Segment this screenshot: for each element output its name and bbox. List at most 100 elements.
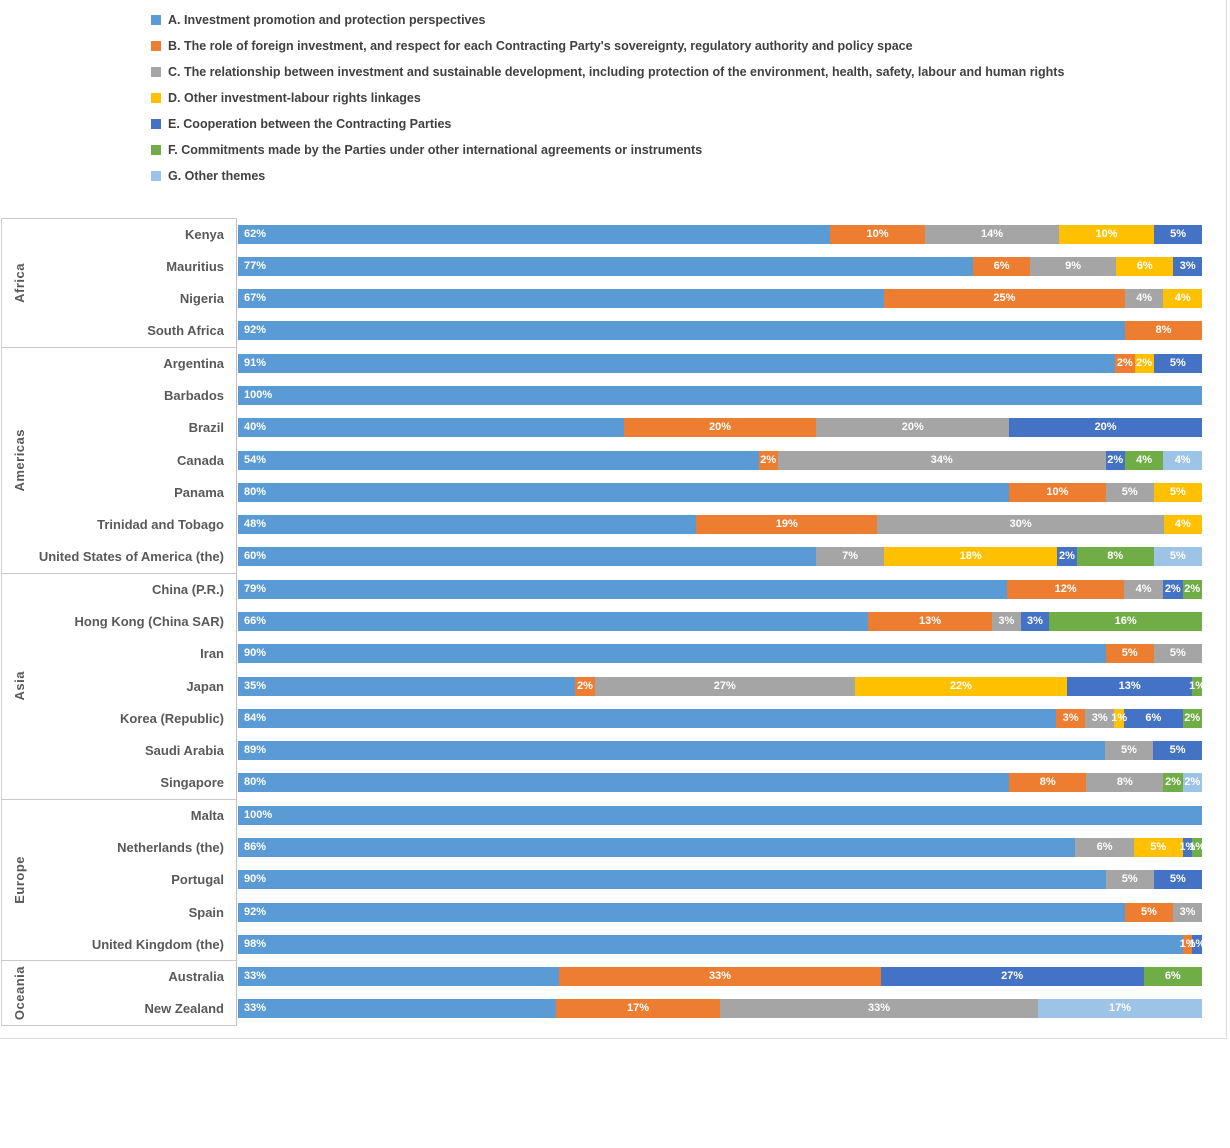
bar-segment-value: 34% (930, 453, 953, 466)
bar-segment: 90% (238, 870, 1106, 890)
bar-segment: 22% (854, 676, 1067, 696)
bar-segment-value: 98% (244, 937, 267, 950)
bar-segment: 1% (1179, 837, 1195, 857)
bar-segment: 84% (238, 708, 1056, 728)
bar-segment: 33% (719, 999, 1039, 1019)
category-label: Trinidad and Tobago (97, 517, 224, 533)
bar-segment-value: 2% (1164, 582, 1181, 595)
region-label-text: Europe (11, 855, 27, 904)
bar-row: 40% 20% 20% 20% (238, 418, 1202, 438)
bar-segment-value: 8% (1039, 776, 1056, 789)
bar-segment: 5% (1105, 870, 1154, 890)
bar-segment: 2% (1134, 353, 1154, 373)
legend-item: D. Other investment-labour rights linkag… (151, 85, 1064, 111)
legend-label: D. Other investment-labour rights linkag… (168, 91, 421, 105)
bar-segment: 34% (777, 450, 1106, 470)
bar-row: 91% 2% 2% 5% (238, 353, 1202, 373)
bar-segment-value: 2% (1184, 582, 1201, 595)
bar-segment: 5% (1153, 482, 1202, 502)
bar-segment-value: 16% (1114, 615, 1137, 627)
bar-segment: 100% (238, 805, 1202, 825)
bar-segment: 3% (1173, 256, 1202, 276)
bar-row: 84% 3% 3% 1% 6% 2% (238, 708, 1202, 728)
legend-item: C. The relationship between investment a… (151, 59, 1064, 85)
bar-row: 92% 8% (238, 321, 1202, 341)
bar-segment-value: 27% (1001, 970, 1024, 983)
bar-segment: 17% (1038, 999, 1202, 1019)
category-label: Panama (174, 484, 224, 500)
bar-segment-value: 62% (244, 227, 267, 240)
bar-segment-value: 2% (1116, 356, 1133, 369)
category-label: Korea (Republic) (119, 710, 224, 726)
bar-segment-value: 4% (1136, 453, 1153, 466)
category-label: Mauritius (166, 258, 224, 274)
bar-segment-value: 2% (1184, 776, 1201, 789)
bar-segment: 5% (1105, 482, 1154, 502)
region-label-text: Asia (11, 671, 27, 701)
bar-segment-value: 33% (244, 970, 267, 983)
bar-segment: 8% (1124, 321, 1202, 341)
bar-segment: 5% (1133, 837, 1183, 857)
bar-segment-value: 4% (1174, 292, 1191, 305)
bar-segment: 6% (1075, 837, 1134, 857)
bar-segment: 5% (1154, 224, 1202, 244)
bar-segment: 1% (1189, 837, 1202, 857)
bar-segment-value: 10% (1095, 227, 1118, 240)
region-label-text: Americas (11, 428, 27, 492)
bar-row: 80% 8% 8% 2% 2% (238, 773, 1202, 793)
bar-segment: 18% (883, 547, 1058, 567)
bar-segment: 2% (1163, 773, 1183, 793)
axis-bottom-line (1, 1025, 237, 1026)
bar-segment-value: 8% (1155, 324, 1172, 337)
bar-segment-value: 84% (244, 711, 267, 724)
bar-segment-value: 80% (244, 776, 267, 789)
bar-segment: 5% (1153, 353, 1202, 373)
category-label: Hong Kong (China SAR) (74, 613, 224, 629)
bar-segment: 27% (594, 676, 855, 696)
bar-row: 35% 2% 27% 22% 13% 1% (238, 676, 1202, 696)
bar-segment: 5% (1104, 741, 1154, 761)
bar-segment-value: 1% (1179, 937, 1196, 950)
bar-segment-value: 3% (1179, 905, 1196, 918)
group-separator-line (1, 799, 237, 801)
bar-segment-value: 9% (1065, 259, 1082, 272)
legend-swatch-icon (151, 171, 161, 181)
bar-segment: 6% (1143, 967, 1202, 987)
bar-segment-value: 40% (244, 421, 267, 434)
bar-segment: 4% (1124, 579, 1164, 599)
bar-segment: 2% (1182, 773, 1202, 793)
bar-segment-value: 80% (244, 485, 267, 498)
bar-segment: 60% (238, 547, 817, 567)
bar-segment-value: 17% (627, 1002, 650, 1015)
bar-segment-value: 2% (577, 679, 593, 692)
bar-segment: 4% (1124, 289, 1164, 309)
bar-segment: 5% (1153, 870, 1202, 890)
bar-segment: 9% (1030, 256, 1117, 276)
bar-segment-value: 91% (244, 356, 267, 369)
category-label: China (P.R.) (152, 581, 224, 597)
chart-frame-bottom (0, 1038, 1227, 1039)
bar-segment: 92% (238, 902, 1125, 922)
bar-segment-value: 1% (1189, 679, 1202, 692)
category-label: Japan (186, 678, 224, 694)
bar-segment: 5% (1124, 902, 1174, 922)
bar-segment-value: 2% (1136, 356, 1153, 369)
bar-segment-value: 5% (1169, 550, 1186, 563)
bar-segment: 10% (1058, 224, 1155, 244)
bar-segment-value: 18% (959, 550, 982, 563)
bar-row: 60% 7% 18% 2% 8% 5% (238, 547, 1202, 567)
bar-segment: 5% (1153, 741, 1202, 761)
bar-segment: 3% (1020, 612, 1050, 631)
bar-segment-value: 22% (949, 679, 972, 692)
bar-segment: 40% (238, 418, 624, 438)
bar-segment: 2% (1182, 579, 1202, 599)
bar-segment-value: 10% (1046, 485, 1069, 498)
bar-segment-value: 100% (244, 808, 273, 821)
bar-segment: 3% (992, 612, 1021, 631)
category-label: Iran (200, 646, 224, 662)
legend-label: F. Commitments made by the Parties under… (168, 143, 703, 157)
bar-segment: 3% (1055, 708, 1086, 728)
bar-segment: 79% (238, 579, 1008, 599)
bar-segment-value: 86% (244, 840, 267, 853)
bar-segment: 4% (1163, 289, 1202, 309)
